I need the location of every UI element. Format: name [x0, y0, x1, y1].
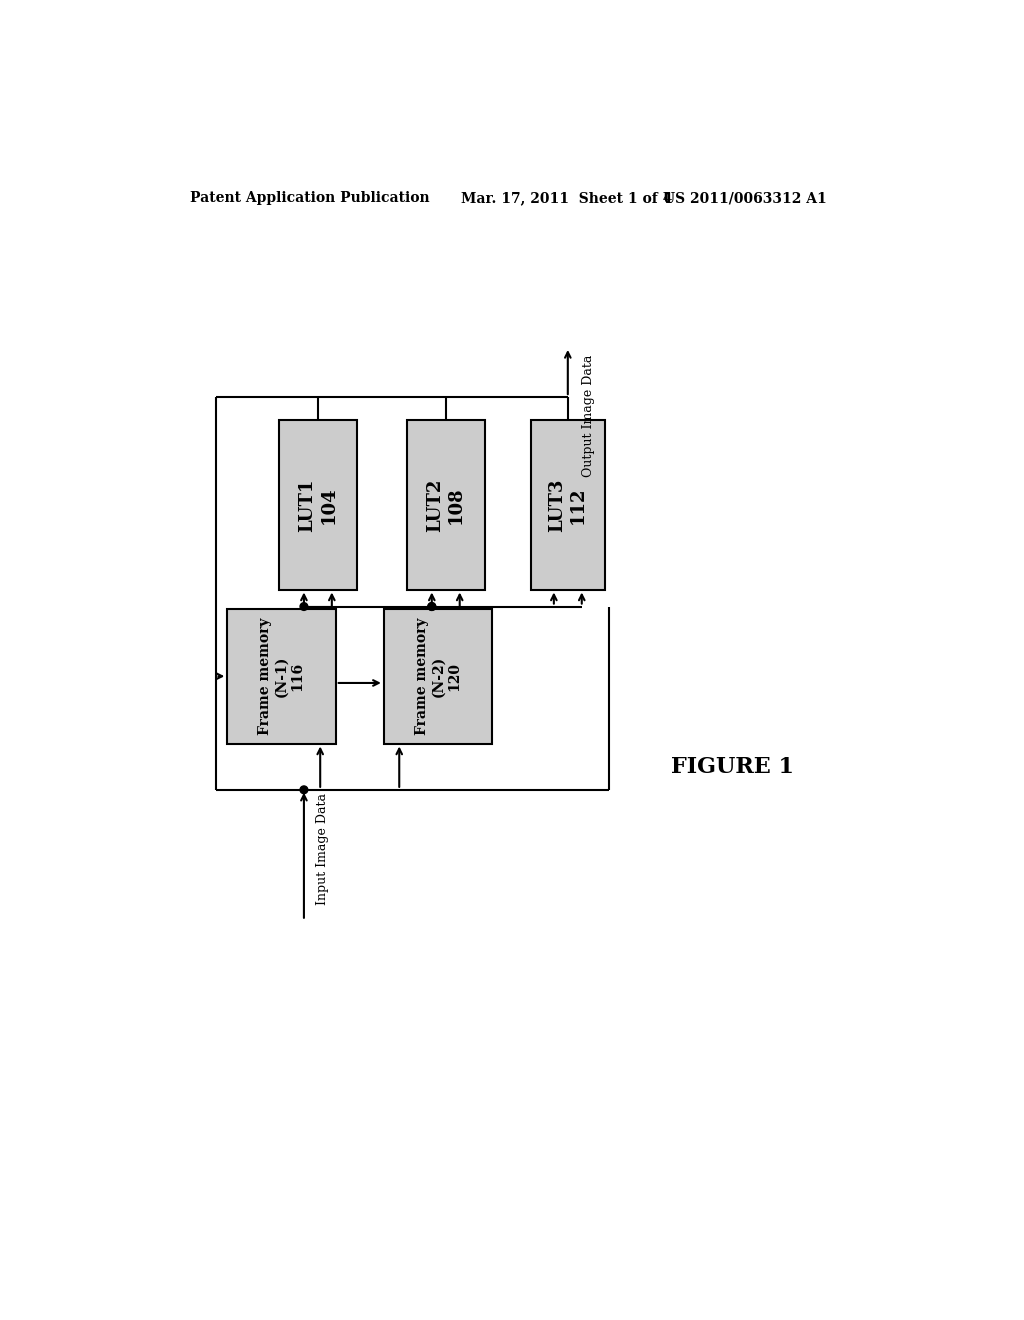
Circle shape	[428, 603, 435, 610]
Bar	[384, 609, 493, 743]
Text: Output Image Data: Output Image Data	[582, 355, 595, 477]
Text: LUT3
112: LUT3 112	[549, 478, 587, 532]
Text: LUT2
108: LUT2 108	[426, 478, 465, 532]
Text: LUT1
104: LUT1 104	[298, 478, 337, 532]
Text: FIGURE 1: FIGURE 1	[671, 755, 794, 777]
Bar	[280, 420, 356, 590]
Text: Patent Application Publication: Patent Application Publication	[190, 191, 430, 206]
Bar	[227, 609, 336, 743]
Text: Frame memory
(N-1)
116: Frame memory (N-1) 116	[258, 618, 305, 735]
Bar	[407, 420, 484, 590]
Text: Input Image Data: Input Image Data	[315, 793, 329, 906]
Bar	[531, 420, 604, 590]
Text: Mar. 17, 2011  Sheet 1 of 4: Mar. 17, 2011 Sheet 1 of 4	[461, 191, 673, 206]
Circle shape	[300, 603, 308, 610]
Circle shape	[300, 785, 308, 793]
Text: US 2011/0063312 A1: US 2011/0063312 A1	[663, 191, 826, 206]
Circle shape	[428, 603, 435, 610]
Text: Frame memory
(N-2)
120: Frame memory (N-2) 120	[415, 618, 461, 735]
